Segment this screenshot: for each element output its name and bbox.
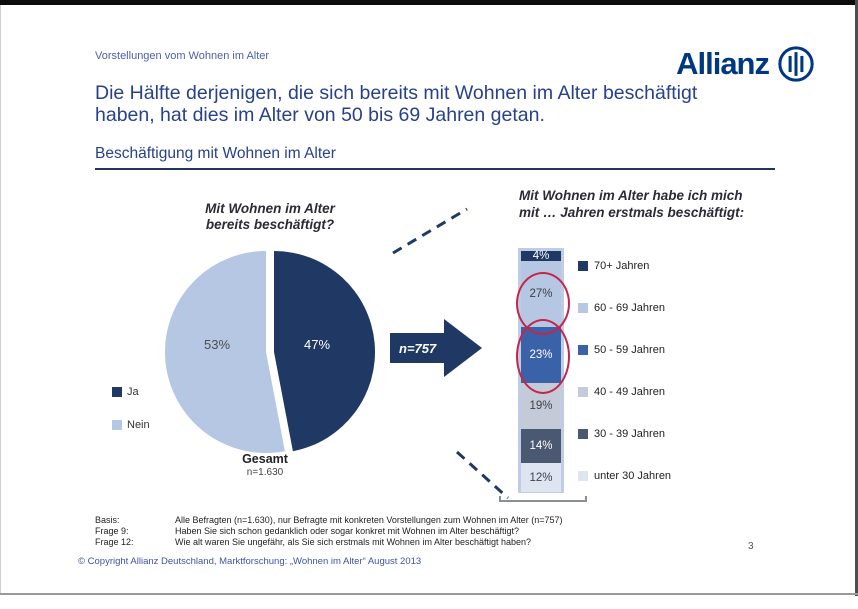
pie-legend: Ja Nein: [112, 386, 150, 452]
legend-swatch-ja: [112, 387, 122, 397]
bar-legend-item: 40 - 49 Jahren: [578, 384, 671, 400]
pie-legend-item-nein: Nein: [112, 419, 150, 431]
legend-swatch-50-59: [578, 345, 588, 355]
footnote-text: Haben Sie sich schon gedanklich oder sog…: [175, 526, 520, 536]
bar-legend-label-70plus: 70+ Jahren: [594, 260, 650, 272]
slide-right-border: [855, 0, 858, 596]
bar-legend-label-unter30: unter 30 Jahren: [594, 470, 672, 482]
pie-legend-item-ja: Ja: [112, 386, 150, 398]
bar-title-line1: Mit Wohnen im Alter habe ich mich: [519, 188, 743, 203]
legend-swatch-40-49: [578, 387, 588, 397]
bar-legend-label-40-49: 40 - 49 Jahren: [594, 386, 665, 398]
footnote-text: Wie alt waren Sie ungefähr, als Sie sich…: [175, 537, 532, 547]
section-heading: Beschäftigung mit Wohnen im Alter: [95, 145, 775, 170]
legend-swatch-30-39: [578, 429, 588, 439]
footnotes: Basis: Alle Befragten (n=1.630), nur Bef…: [95, 515, 735, 548]
footnote-frage9: Frage 9: Haben Sie sich schon gedanklich…: [95, 526, 735, 537]
n757-arrow: n=757: [390, 319, 482, 377]
pie-value-ja: 47%: [303, 337, 331, 352]
slide-title-line1: Die Hälfte derjenigen, die sich bereits …: [95, 82, 698, 104]
pie-legend-label-nein: Nein: [127, 419, 150, 431]
pie-legend-label-ja: Ja: [127, 386, 139, 398]
footnote-label: Frage 9:: [95, 526, 129, 536]
window-top-border: [0, 0, 858, 5]
legend-swatch-70plus: [578, 261, 588, 271]
pie-question-label: Mit Wohnen im Alter bereits beschäftigt?: [150, 201, 390, 233]
slide-bottom-border: [0, 593, 858, 595]
slide-left-border: [0, 5, 1, 595]
bar-segment-unter30: 12%: [521, 463, 561, 492]
pie-total-label: Gesamt n=1.630: [200, 452, 330, 478]
bar-legend-label-60-69: 60 - 69 Jahren: [594, 302, 665, 314]
page-number: 3: [748, 541, 754, 552]
footnote-text: Alle Befragten (n=1.630), nur Befragte m…: [175, 515, 563, 525]
bar-axis-bracket: [499, 496, 587, 502]
pie-slice-ja: [274, 251, 375, 452]
allianz-circle-icon: [778, 46, 814, 82]
slide-title: Die Hälfte derjenigen, die sich bereits …: [95, 82, 795, 126]
arrow-label: n=757: [399, 341, 437, 356]
highlight-ellipse-23: [516, 319, 570, 394]
legend-swatch-unter30: [578, 471, 588, 481]
bar-legend-label-30-39: 30 - 39 Jahren: [594, 428, 665, 440]
bar-legend-item: 70+ Jahren: [578, 258, 671, 274]
allianz-wordmark: Allianz: [676, 46, 770, 81]
bar-legend-item: unter 30 Jahren: [578, 468, 671, 484]
chart-canvas: Mit Wohnen im Alter bereits beschäftigt?…: [0, 180, 858, 512]
bar-legend-label-50-59: 50 - 59 Jahren: [594, 344, 665, 356]
allianz-logo: Allianz: [645, 44, 815, 84]
legend-swatch-nein: [112, 420, 122, 430]
bar-segment-70plus: 4%: [521, 250, 561, 262]
gesamt-label: Gesamt: [242, 452, 288, 466]
pie-slice-nein: [164, 251, 285, 453]
gesamt-n: n=1.630: [246, 467, 284, 478]
bar-legend-item: 60 - 69 Jahren: [578, 300, 671, 316]
legend-swatch-60-69: [578, 303, 588, 313]
footnote-frage12: Frage 12: Wie alt waren Sie ungefähr, al…: [95, 537, 735, 548]
slide-kicker: Vorstellungen vom Wohnen im Alter: [95, 50, 270, 62]
bar-segment-40-49: 19%: [521, 383, 561, 429]
bar-legend-item: 50 - 59 Jahren: [578, 342, 671, 358]
footnote-basis: Basis: Alle Befragten (n=1.630), nur Bef…: [95, 515, 735, 526]
pie-chart: [164, 251, 375, 453]
bar-legend-item: 30 - 39 Jahren: [578, 426, 671, 442]
slide-title-line2: haben, hat dies im Alter von 50 bis 69 J…: [95, 104, 545, 126]
pie-question-line2: bereits beschäftigt?: [205, 217, 335, 232]
bar-chart-title: Mit Wohnen im Alter habe ich mich mit … …: [519, 187, 819, 221]
footnote-label: Basis:: [95, 515, 120, 525]
footnote-label: Frage 12:: [95, 537, 134, 547]
bar-segment-30-39: 14%: [521, 429, 561, 463]
copyright-line: © Copyright Allianz Deutschland, Marktfo…: [78, 556, 422, 567]
bar-legend: 70+ Jahren 60 - 69 Jahren 50 - 59 Jahren…: [578, 258, 671, 510]
pie-question-line1: Mit Wohnen im Alter: [205, 201, 335, 216]
bar-title-line2: mit … Jahren erstmals beschäftigt:: [519, 205, 745, 220]
pie-value-nein: 53%: [203, 337, 231, 352]
